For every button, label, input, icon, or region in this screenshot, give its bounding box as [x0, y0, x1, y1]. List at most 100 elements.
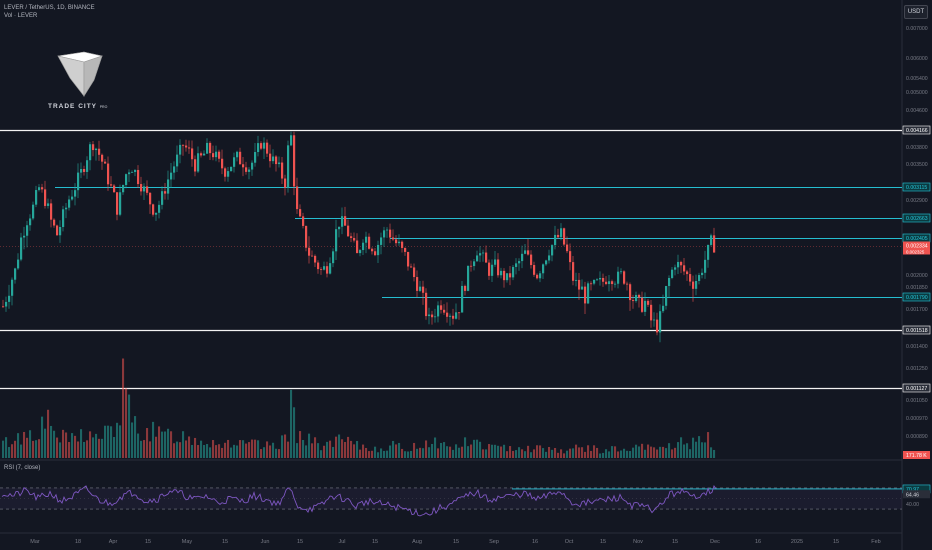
volume-bar: [557, 452, 560, 458]
candle-body: [671, 269, 674, 279]
price-tick-label: 0.001250: [906, 366, 928, 372]
candle-body: [692, 281, 695, 289]
candle-body: [50, 203, 53, 220]
candle-body: [506, 273, 509, 281]
candle-body: [557, 234, 560, 238]
candle-body: [515, 263, 518, 267]
volume-bar: [242, 440, 245, 458]
candle-body: [128, 172, 131, 175]
rsi-legend[interactable]: RSI (7, close): [4, 465, 41, 471]
time-axis-label: 2025: [791, 539, 803, 545]
candle-body: [509, 273, 512, 278]
candle-body: [533, 265, 536, 275]
candle-body: [335, 229, 338, 252]
volume-bar: [707, 432, 710, 458]
volume-bar: [569, 448, 572, 458]
candle-body: [176, 154, 179, 167]
volume-bar: [584, 451, 587, 458]
volume-bar: [614, 446, 617, 458]
candle-body: [686, 271, 689, 275]
volume-bar: [53, 430, 56, 458]
candle-body: [683, 265, 686, 272]
level-badge[interactable]: [902, 383, 931, 393]
candle-body: [575, 279, 578, 281]
trade-city-logo: TRADE CITY PRO: [44, 50, 124, 116]
volume-bar: [179, 442, 182, 458]
volume-bar: [62, 429, 65, 458]
volume-bar: [65, 432, 68, 458]
volume-bar: [416, 448, 419, 458]
volume-bar: [668, 443, 671, 458]
candle-body: [473, 261, 476, 267]
volume-bar: [629, 451, 632, 458]
last-price-badge[interactable]: [903, 241, 930, 255]
volume-bar: [485, 449, 488, 458]
candle-body: [221, 158, 224, 169]
candle-body: [161, 191, 164, 205]
level-badge[interactable]: [902, 213, 931, 223]
symbol-title[interactable]: LEVER / TetherUS, 1D, BINANCE: [4, 5, 95, 11]
rsi-tick-label: 40.00: [906, 502, 919, 508]
volume-bar: [530, 452, 533, 458]
currency-button[interactable]: USDT: [904, 5, 928, 19]
candle-body: [689, 274, 692, 282]
candle-body: [38, 187, 41, 191]
volume-bar: [83, 441, 86, 458]
candle-body: [215, 151, 218, 158]
candle-body: [26, 225, 29, 236]
candle-body: [674, 267, 677, 270]
time-axis-label: 15: [453, 539, 459, 545]
candle-body: [365, 236, 368, 243]
volume-bar: [317, 443, 320, 458]
volume-bar: [449, 446, 452, 458]
level-badge[interactable]: [902, 182, 931, 192]
candle-body: [44, 189, 47, 206]
volume-bar: [164, 431, 167, 458]
volume-bar: [422, 448, 425, 458]
volume-bar: [587, 445, 590, 458]
volume-bar: [677, 442, 680, 458]
volume-bar: [296, 443, 299, 458]
volume-bar: [395, 444, 398, 458]
volume-bar: [509, 446, 512, 458]
candle-body: [53, 219, 56, 226]
level-badge[interactable]: [902, 292, 931, 302]
volume-bar: [95, 433, 98, 458]
candle-body: [338, 226, 341, 230]
candle-body: [293, 135, 296, 187]
time-axis-label: Jun: [261, 539, 270, 545]
candle-body: [17, 259, 20, 269]
volume-bar: [359, 449, 362, 458]
price-tick-label: 0.005400: [906, 76, 928, 82]
candle-body: [35, 190, 38, 205]
candle-body: [257, 143, 260, 153]
candle-body: [116, 192, 119, 215]
candle-body: [92, 144, 95, 151]
volume-bar: [710, 447, 713, 458]
volume-bar: [323, 445, 326, 458]
volume-bar: [104, 425, 107, 458]
volume-bar: [599, 453, 602, 458]
volume-bar: [455, 444, 458, 458]
candle-body: [377, 244, 380, 256]
volume-bar: [524, 451, 527, 458]
candle-body: [392, 237, 395, 240]
volume-bar: [527, 445, 530, 458]
candle-body: [461, 285, 464, 313]
volume-bar: [140, 440, 143, 458]
level-badge[interactable]: [902, 325, 931, 335]
level-badge[interactable]: [902, 125, 931, 135]
time-axis-label: 15: [222, 539, 228, 545]
volume-bar: [452, 449, 455, 458]
candle-body: [341, 216, 344, 227]
volume-bar: [137, 433, 140, 458]
volume-legend[interactable]: Vol · LEVER: [4, 13, 38, 19]
volume-bar: [641, 443, 644, 458]
candle-body: [107, 163, 110, 185]
volume-bar: [212, 440, 215, 458]
price-tick-label: 0.006000: [906, 56, 928, 62]
volume-bar: [116, 422, 119, 458]
candle-body: [500, 270, 503, 276]
candle-body: [233, 157, 236, 167]
